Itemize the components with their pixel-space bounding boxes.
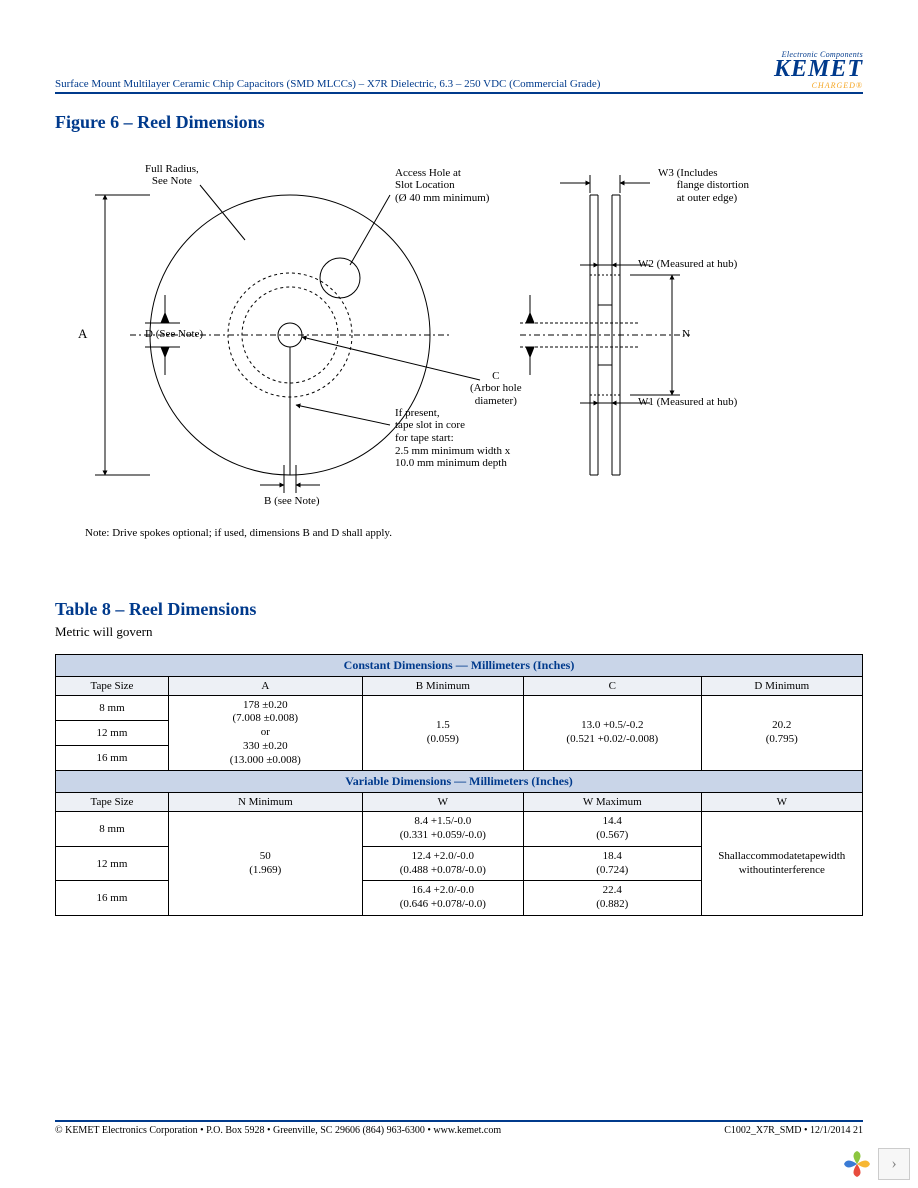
label-tape-slot: If present, tape slot in core for tape s… [395, 407, 510, 470]
section-header-2: Variable Dimensions — Millimeters (Inche… [56, 771, 863, 793]
footer-left: © KEMET Electronics Corporation • P.O. B… [55, 1125, 501, 1136]
label-c: C(Arbor hole diameter) [470, 370, 522, 408]
label-w1: W1 (Measured at hub) [638, 396, 737, 409]
table-title: Table 8 – Reel Dimensions [55, 599, 863, 620]
label-b: B (see Note) [264, 495, 320, 508]
cell-a: 178 ±0.20 (7.008 ±0.008) or 330 ±0.20 (1… [168, 695, 362, 771]
label-full-radius: Full Radius, See Note [145, 163, 199, 188]
footer-right: C1002_X7R_SMD • 12/1/2014 21 [724, 1125, 863, 1136]
page-header: Surface Mount Multilayer Ceramic Chip Ca… [55, 50, 863, 94]
label-w3: W3 (Includes flange distortion at outer … [658, 167, 749, 205]
cell-w1-0: 8.4 +1.5/-0.0 (0.331 +0.059/-0.0) [362, 812, 523, 847]
col-w: W [362, 793, 523, 812]
col-wmax: W Maximum [524, 793, 702, 812]
cell-b: 1.5 (0.059) [362, 695, 523, 771]
label-a: A [78, 327, 87, 342]
label-access-hole: Access Hole at Slot Location (Ø 40 mm mi… [395, 167, 489, 205]
doc-title: Surface Mount Multilayer Ceramic Chip Ca… [55, 78, 600, 90]
cell-w2-2: 22.4 (0.882) [524, 881, 702, 916]
col-d: D Minimum [701, 676, 862, 695]
label-n: N [682, 328, 690, 341]
cell-d: 20.2 (0.795) [701, 695, 862, 771]
col-w3: W [701, 793, 862, 812]
petal-icon[interactable] [842, 1149, 872, 1179]
logo-text: KEMET [774, 59, 863, 81]
col-a: A [168, 676, 362, 695]
cell-w1-1: 12.4 +2.0/-0.0 (0.488 +0.078/-0.0) [362, 846, 523, 881]
label-w2: W2 (Measured at hub) [638, 258, 737, 271]
figure-note: Note: Drive spokes optional; if used, di… [85, 527, 863, 539]
reel-diagram: Full Radius, See Note Access Hole at Slo… [50, 145, 860, 525]
cell-c: 13.0 +0.5/-0.2 (0.521 +0.02/-0.008) [524, 695, 702, 771]
col-b: B Minimum [362, 676, 523, 695]
cell: 8 mm [56, 695, 169, 720]
cell-n: 50 (1.969) [168, 812, 362, 916]
cell: 16 mm [56, 746, 169, 771]
section-header-1: Constant Dimensions — Millimeters (Inche… [56, 654, 863, 676]
page-footer: © KEMET Electronics Corporation • P.O. B… [55, 1120, 863, 1136]
viewer-widget: › [842, 1148, 910, 1180]
col-c: C [524, 676, 702, 695]
col-tape-size: Tape Size [56, 676, 169, 695]
reel-dimensions-table: Constant Dimensions — Millimeters (Inche… [55, 654, 863, 916]
cell: 12 mm [56, 720, 169, 745]
cell: 16 mm [56, 881, 169, 916]
cell-w2-0: 14.4 (0.567) [524, 812, 702, 847]
col-tape-size-2: Tape Size [56, 793, 169, 812]
figure-title: Figure 6 – Reel Dimensions [55, 112, 863, 133]
cell: 8 mm [56, 812, 169, 847]
next-page-button[interactable]: › [878, 1148, 910, 1180]
cell-w2-1: 18.4 (0.724) [524, 846, 702, 881]
cell-w3: Shallaccommodatetapewidth withoutinterfe… [701, 812, 862, 916]
cell-w1-2: 16.4 +2.0/-0.0 (0.646 +0.078/-0.0) [362, 881, 523, 916]
table-subtitle: Metric will govern [55, 624, 863, 640]
cell: 12 mm [56, 846, 169, 881]
col-n: N Minimum [168, 793, 362, 812]
label-d: D (See Note) [145, 328, 203, 341]
kemet-logo: Electronic Components KEMET CHARGED® [774, 50, 863, 90]
